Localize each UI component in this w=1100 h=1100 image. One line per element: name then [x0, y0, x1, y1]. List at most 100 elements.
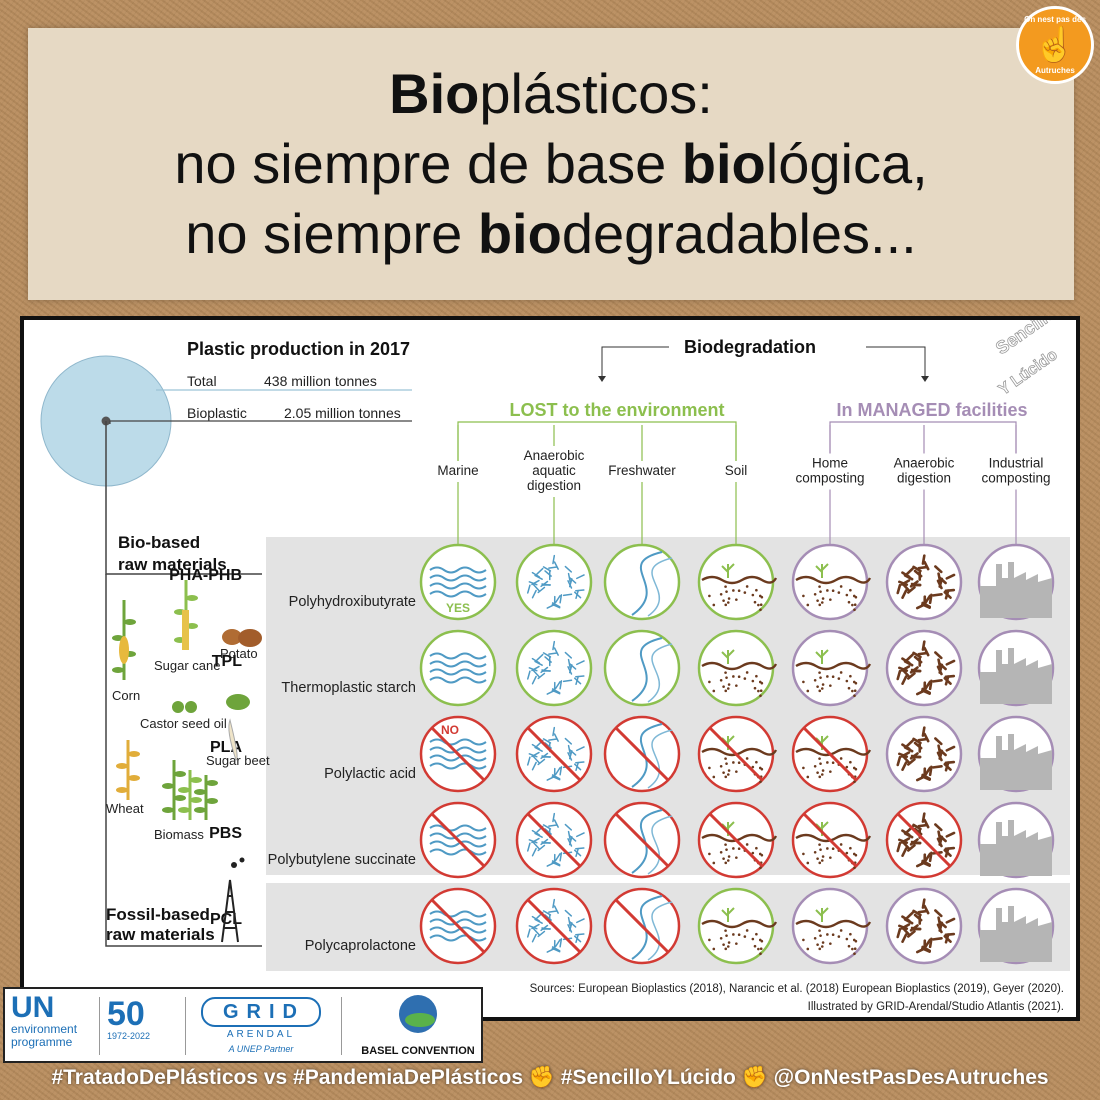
- title-bold-fragment: bio: [477, 202, 562, 265]
- particle: [905, 653, 915, 662]
- soil-dot: [719, 851, 723, 854]
- soil-dot: [737, 761, 741, 765]
- particle: [552, 898, 556, 909]
- soil-dot: [820, 859, 824, 862]
- soil-line: [795, 833, 872, 843]
- logo-divider: [99, 997, 100, 1055]
- particle: [944, 846, 956, 851]
- particle: [553, 561, 559, 570]
- particle: [896, 583, 902, 595]
- soil-dot: [724, 603, 728, 607]
- particle: [938, 749, 944, 760]
- particle: [531, 915, 540, 922]
- soil-dot: [821, 769, 825, 772]
- particle: [537, 586, 546, 594]
- soil-dot: [755, 674, 758, 678]
- particle: [531, 761, 537, 771]
- column-label-backing: [792, 453, 868, 490]
- column-label: Soil: [725, 463, 748, 478]
- soil-line: [701, 747, 778, 757]
- material-abbr: TPL: [212, 653, 242, 670]
- soil-dot: [751, 851, 755, 855]
- soil-dot: [745, 671, 749, 674]
- soil-dot: [755, 588, 758, 592]
- particle: [912, 651, 922, 659]
- soil-dot: [727, 597, 731, 600]
- sugar-cane-leaf: [186, 595, 198, 601]
- soil-dot: [745, 757, 749, 760]
- soil-dot: [829, 942, 832, 945]
- soil-dot: [708, 594, 711, 598]
- particle: [564, 651, 573, 659]
- soil-line: [795, 661, 872, 671]
- particle: [537, 672, 546, 680]
- particle: [568, 576, 577, 584]
- soil-dot: [725, 676, 728, 679]
- degradation-cell: [419, 887, 497, 965]
- particle: [534, 918, 543, 924]
- material-name: Polyhydroxibutyrate: [289, 594, 416, 610]
- soil-dot: [806, 775, 810, 779]
- particle: [901, 589, 908, 599]
- wave-line: [429, 832, 487, 840]
- degradation-cell: [977, 629, 1055, 707]
- particle: [915, 775, 926, 782]
- particle: [576, 832, 585, 838]
- title-bold-fragment: bio: [681, 132, 766, 195]
- basel-emblem-icon: [399, 995, 437, 1033]
- soil-dot: [719, 679, 723, 682]
- un-text: UN: [11, 991, 55, 1024]
- soil-dot: [819, 590, 822, 593]
- raw-material-label: Castor seed oil: [140, 716, 227, 731]
- soil-dot: [725, 762, 728, 765]
- particle: [554, 767, 561, 776]
- footer-hashtags: #TratadoDePlásticos vs #PandemiaDePlásti…: [51, 1066, 1049, 1089]
- column-label: digestion: [527, 478, 581, 493]
- soil-dot: [708, 852, 711, 856]
- soil-dot: [854, 939, 858, 943]
- particle: [896, 669, 902, 681]
- particle: [554, 853, 561, 862]
- particle: [531, 675, 537, 685]
- particle: [943, 848, 952, 857]
- particle: [553, 733, 559, 742]
- soil-dot: [719, 593, 723, 596]
- sprout: [721, 649, 735, 664]
- degrades-circle: [419, 543, 497, 621]
- degradation-cell: [515, 715, 593, 793]
- sprout: [721, 563, 735, 578]
- prohibition-slash: [526, 812, 582, 868]
- soil-dot: [847, 944, 851, 948]
- degradation-cell: [603, 715, 681, 793]
- sources-text: Sources: European Bioplastics (2018), Na…: [530, 983, 1064, 995]
- soil-line: [701, 919, 778, 929]
- soil-dot: [816, 771, 819, 774]
- factory-shape: [980, 562, 1052, 618]
- wave-line: [429, 910, 487, 918]
- particle: [531, 579, 540, 586]
- particle: [542, 652, 552, 658]
- soil-dot: [760, 767, 764, 771]
- sprout: [815, 649, 829, 664]
- soil-dot: [732, 589, 735, 592]
- particle: [937, 830, 942, 841]
- fifty-text: 50: [107, 995, 145, 1033]
- corn-cob: [119, 636, 129, 664]
- soil-dot: [760, 939, 764, 943]
- soil-dot: [854, 681, 858, 685]
- soil-line: [701, 661, 778, 671]
- title-fragment: no siempre: [185, 202, 478, 265]
- wave-line: [429, 652, 487, 660]
- particle: [546, 775, 556, 781]
- soil-dot: [839, 671, 843, 674]
- particle: [544, 742, 552, 749]
- particle: [938, 663, 944, 674]
- prohibition-slash: [802, 726, 858, 782]
- particle: [552, 554, 556, 565]
- particle: [901, 933, 908, 943]
- soil-dot: [708, 680, 711, 684]
- particle: [568, 836, 573, 846]
- soil-dot: [724, 929, 727, 932]
- column-label: Industrial: [989, 456, 1044, 471]
- degradation-cell: [977, 543, 1055, 621]
